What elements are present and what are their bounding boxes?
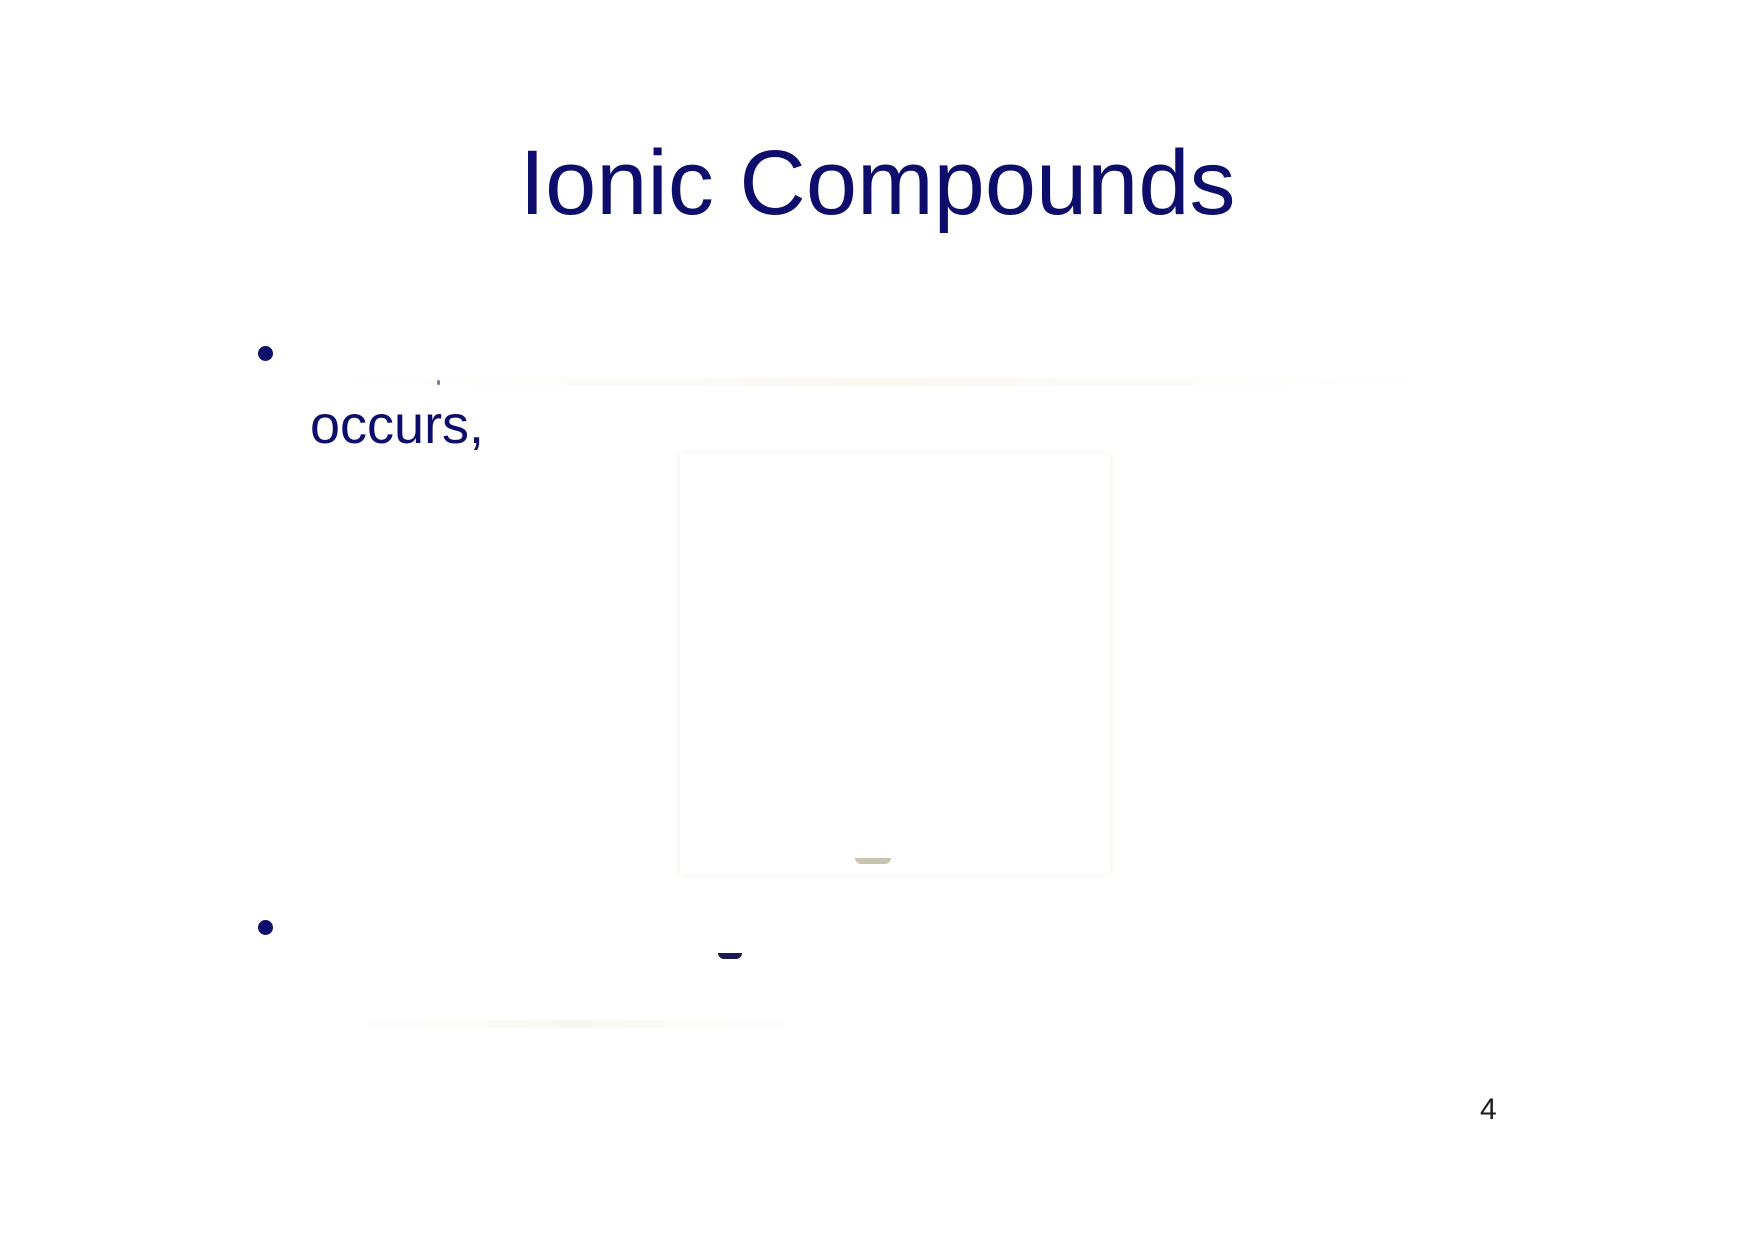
page-number: 4 bbox=[1480, 1093, 1497, 1126]
faint-text-mark bbox=[718, 953, 742, 959]
slide-image bbox=[680, 454, 1110, 874]
bullet-point-2 bbox=[258, 920, 273, 935]
bullet-point-1 bbox=[258, 346, 273, 361]
image-shadow bbox=[855, 858, 891, 864]
slide-title: Ionic Compounds bbox=[519, 132, 1236, 234]
faint-text-mark bbox=[437, 380, 440, 385]
faint-text-remnant bbox=[320, 378, 1440, 386]
faint-text-remnant bbox=[320, 1020, 830, 1028]
bullet-1-text: occurs, bbox=[310, 395, 485, 455]
